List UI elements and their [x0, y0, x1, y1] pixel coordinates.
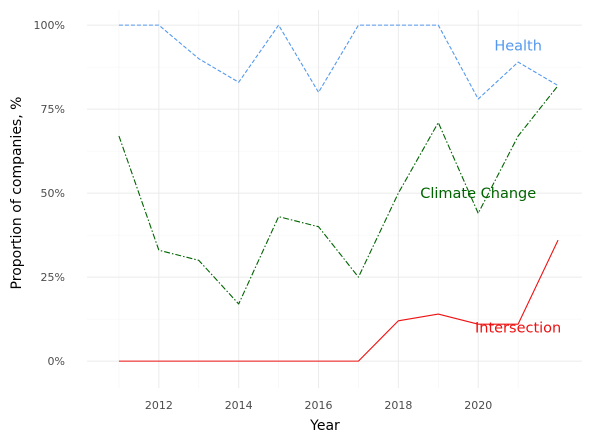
- series-annotations: Health Climate Change Intersection: [420, 38, 561, 336]
- x-tick-label: 2020: [464, 399, 492, 412]
- y-tick-label: 75%: [41, 103, 65, 116]
- annotation-climate-change: Climate Change: [420, 186, 536, 202]
- x-axis-title: Year: [309, 418, 340, 434]
- y-tick-label: 25%: [41, 271, 65, 284]
- annotation-intersection: Intersection: [475, 321, 561, 337]
- series-line-intersection: [119, 240, 558, 361]
- y-tick-label: 50%: [41, 187, 65, 200]
- x-axis-ticks: 2012 2014 2016 2018 2020: [145, 399, 492, 412]
- y-axis-ticks: 0% 25% 50% 75% 100%: [34, 19, 65, 368]
- x-tick-label: 2014: [225, 399, 253, 412]
- y-tick-label: 0%: [48, 355, 65, 368]
- y-axis-title: Proportion of companies, %: [9, 97, 25, 290]
- series-line-health: [119, 25, 558, 99]
- x-tick-label: 2016: [305, 399, 333, 412]
- x-tick-label: 2018: [384, 399, 412, 412]
- x-tick-label: 2012: [145, 399, 173, 412]
- y-tick-label: 100%: [34, 19, 65, 32]
- annotation-health: Health: [494, 38, 542, 54]
